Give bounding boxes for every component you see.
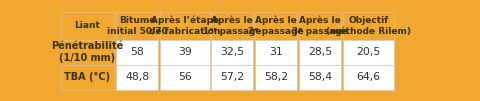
Bar (211, 40, 253, 65)
Text: 58: 58 (130, 47, 144, 57)
Text: 57,2: 57,2 (220, 72, 244, 82)
Bar (160, 12, 210, 40)
Text: 58,2: 58,2 (264, 72, 288, 82)
Bar (61, 40, 114, 65)
Bar (255, 40, 297, 65)
Text: 31: 31 (269, 47, 283, 57)
Bar (61, 65, 114, 90)
Text: 20,5: 20,5 (356, 47, 381, 57)
Text: 32,5: 32,5 (220, 47, 244, 57)
Bar (299, 65, 341, 90)
Text: Après le
1ᵉʳ passage: Après le 1ᵉʳ passage (203, 16, 262, 36)
Bar (211, 12, 253, 40)
Text: Après le
3ᵉ passage: Après le 3ᵉ passage (292, 16, 348, 36)
Bar (211, 65, 253, 90)
Bar (343, 40, 394, 65)
Text: Liant: Liant (74, 21, 100, 30)
Bar (116, 40, 158, 65)
Bar (116, 65, 158, 90)
Text: 64,6: 64,6 (356, 72, 381, 82)
Text: Après l’étape
de fabrication: Après l’étape de fabrication (149, 16, 220, 36)
Text: 39: 39 (178, 47, 192, 57)
Bar (299, 40, 341, 65)
Bar (61, 12, 114, 40)
Bar (116, 12, 158, 40)
Text: Objectif
(méthode Rilem): Objectif (méthode Rilem) (326, 16, 411, 36)
Text: TBA (°C): TBA (°C) (64, 72, 110, 82)
Text: 58,4: 58,4 (308, 72, 332, 82)
Text: 56: 56 (178, 72, 192, 82)
Bar (160, 65, 210, 90)
Text: Pénétrabilité
(1/10 mm): Pénétrabilité (1/10 mm) (51, 41, 124, 63)
Bar (160, 40, 210, 65)
Bar (343, 65, 394, 90)
Text: Bitume
initial 50/70: Bitume initial 50/70 (107, 16, 168, 36)
Bar (299, 12, 341, 40)
Bar (343, 12, 394, 40)
Bar (255, 65, 297, 90)
Text: 48,8: 48,8 (125, 72, 149, 82)
Text: Après le
2ᵉ passage: Après le 2ᵉ passage (248, 16, 304, 36)
Bar (255, 12, 297, 40)
Text: 28,5: 28,5 (308, 47, 332, 57)
